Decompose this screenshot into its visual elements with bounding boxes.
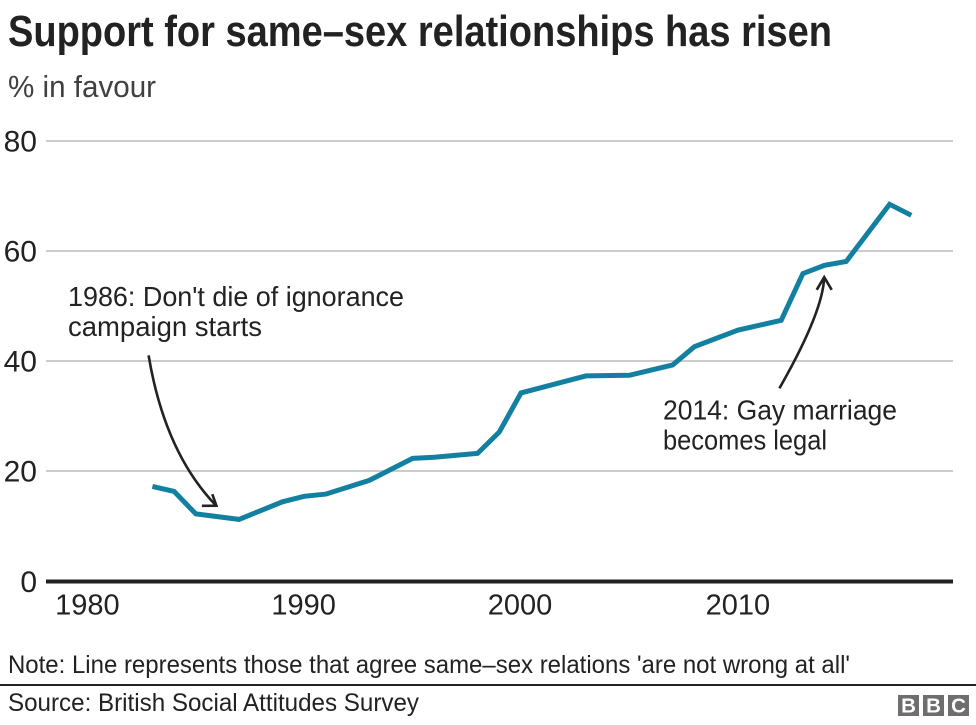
svg-text:0: 0 (20, 566, 37, 599)
svg-text:becomes legal: becomes legal (663, 425, 827, 456)
svg-text:% in favour: % in favour (8, 69, 156, 104)
svg-text:20: 20 (4, 456, 37, 489)
svg-text:80: 80 (4, 126, 37, 159)
svg-text:Support for same–sex relations: Support for same–sex relationships has r… (8, 7, 832, 56)
svg-text:40: 40 (4, 346, 37, 379)
svg-text:2010: 2010 (706, 590, 771, 622)
svg-text:60: 60 (4, 236, 37, 269)
svg-text:1980: 1980 (55, 590, 120, 622)
svg-text:Note: Line represents those th: Note: Line represents those that agree s… (8, 651, 850, 679)
svg-text:2014: Gay marriage: 2014: Gay marriage (663, 394, 897, 425)
svg-text:C: C (951, 695, 966, 718)
svg-text:1990: 1990 (271, 590, 336, 622)
svg-text:B: B (926, 695, 941, 718)
svg-text:campaign starts: campaign starts (68, 311, 262, 342)
svg-text:1986: Don't die of ignorance: 1986: Don't die of ignorance (68, 281, 404, 312)
svg-text:B: B (901, 695, 916, 718)
svg-text:Source: British Social Attitud: Source: British Social Attitudes Survey (8, 689, 419, 717)
svg-text:2000: 2000 (488, 590, 553, 622)
